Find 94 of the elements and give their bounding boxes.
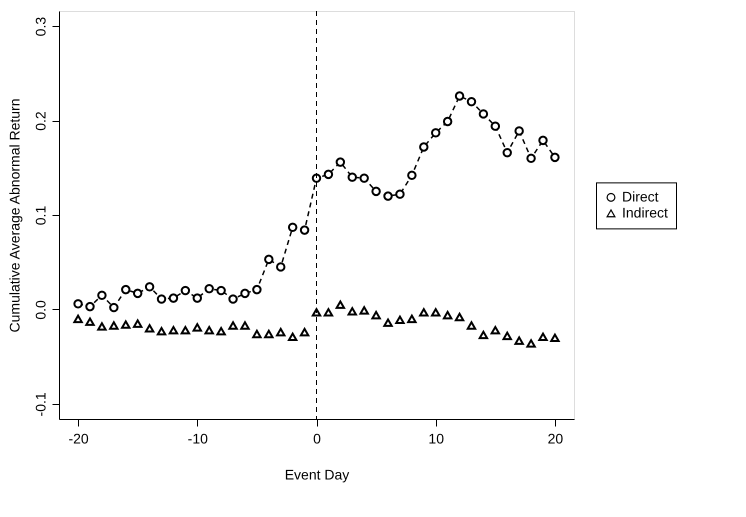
point: [371, 186, 381, 196]
point: [132, 288, 142, 298]
point: [550, 334, 560, 342]
point: [300, 328, 310, 336]
point: [538, 332, 548, 342]
x-tick-label: 20: [548, 430, 564, 446]
point: [502, 332, 512, 340]
point: [168, 326, 178, 334]
point: [419, 142, 428, 152]
point: [550, 152, 560, 162]
point: [192, 293, 202, 303]
point: [132, 319, 142, 328]
point: [395, 190, 405, 199]
point: [383, 191, 393, 201]
point: [359, 173, 369, 183]
x-tick-label: 10: [428, 430, 444, 446]
point: [371, 310, 381, 320]
point: [419, 308, 428, 316]
point: [121, 320, 130, 329]
point: [383, 318, 393, 327]
point: [478, 330, 488, 340]
point: [264, 330, 274, 338]
point: [240, 288, 250, 298]
point: [228, 321, 238, 330]
point: [85, 302, 95, 312]
point: [144, 282, 154, 292]
point: [73, 299, 83, 308]
y-tick-label: 0.3: [32, 16, 48, 36]
y-tick-label: -0.1: [32, 392, 48, 416]
legend-label: Direct: [622, 188, 659, 204]
point: [97, 322, 107, 331]
point: [407, 314, 417, 324]
point: [228, 294, 238, 304]
point: [348, 172, 357, 182]
point: [336, 300, 346, 309]
point: [526, 339, 536, 348]
point: [156, 326, 166, 336]
point: [454, 91, 464, 101]
point: [73, 314, 83, 324]
point: [97, 290, 107, 300]
point: [109, 302, 119, 312]
point: [359, 306, 369, 315]
point: [324, 308, 334, 316]
point: [502, 148, 512, 158]
point: [276, 262, 286, 272]
point: [526, 154, 536, 164]
point: [109, 321, 119, 330]
point: [514, 336, 524, 345]
point: [478, 109, 488, 119]
point: [395, 316, 405, 324]
x-axis-title: Event Day: [284, 466, 350, 482]
point: [216, 286, 226, 296]
x-tick-label: 0: [313, 430, 322, 446]
point: [324, 170, 334, 180]
point: [490, 326, 500, 334]
point: [454, 312, 464, 322]
point: [288, 222, 298, 232]
point: [431, 308, 440, 316]
point: [336, 157, 346, 167]
point: [300, 225, 310, 235]
point: [538, 136, 548, 146]
point: [85, 318, 95, 326]
point: [216, 326, 226, 336]
point: [252, 284, 262, 294]
point: [466, 321, 476, 330]
legend-label: Indirect: [622, 204, 668, 220]
point: [514, 126, 524, 136]
point: [490, 122, 500, 131]
point: [144, 324, 154, 333]
point: [407, 170, 417, 180]
point: [264, 254, 274, 264]
point: [288, 332, 298, 342]
point: [348, 307, 357, 316]
point: [442, 310, 452, 320]
point: [204, 326, 214, 334]
y-tick-label: 0.1: [32, 206, 48, 226]
point: [204, 284, 214, 294]
point: [121, 284, 130, 294]
y-tick-label: 0.2: [32, 111, 48, 131]
point: [180, 326, 190, 334]
point: [442, 116, 452, 126]
point: [180, 286, 190, 296]
point: [466, 96, 476, 106]
y-axis-title: Cumulative Average Abnormal Return: [6, 98, 22, 332]
point: [192, 323, 202, 332]
y-tick-label: 0.0: [32, 300, 48, 320]
x-tick-label: -10: [188, 430, 208, 446]
point: [276, 328, 286, 336]
x-tick-label: -20: [68, 430, 89, 446]
point: [168, 293, 178, 303]
point: [240, 321, 250, 330]
point: [431, 128, 440, 138]
point: [156, 294, 166, 304]
point: [252, 330, 262, 338]
